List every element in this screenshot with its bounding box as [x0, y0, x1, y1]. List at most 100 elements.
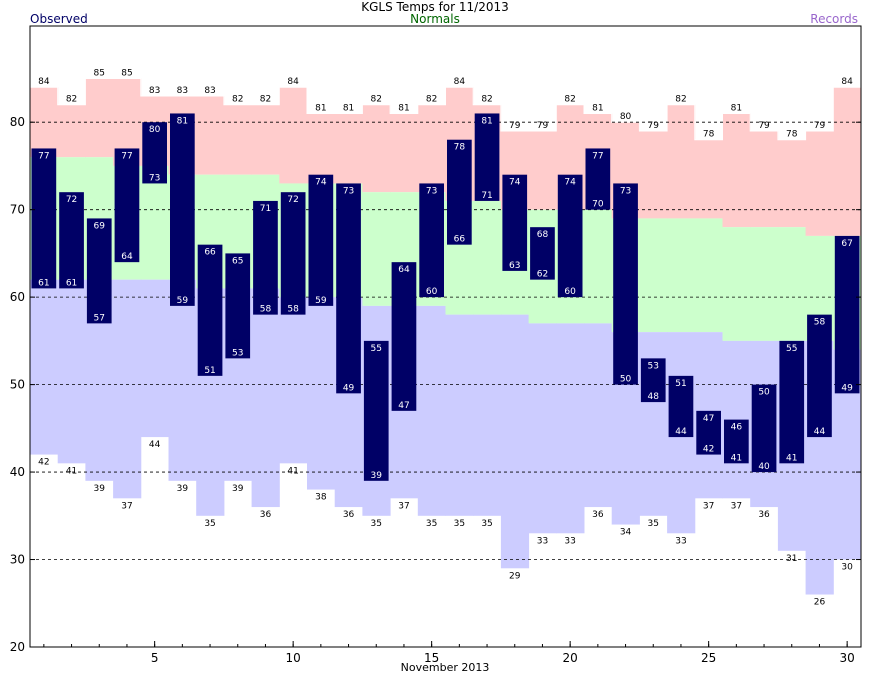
- observed-low-label: 42: [703, 445, 714, 455]
- observed-high-label: 73: [343, 186, 354, 196]
- y-tick-label: 40: [10, 465, 25, 479]
- observed-low-label: 62: [537, 270, 548, 280]
- observed-high-label: 53: [648, 361, 659, 371]
- observed-high-label: 46: [731, 423, 743, 433]
- record-high-label: 84: [38, 77, 50, 87]
- observed-high-label: 65: [232, 256, 243, 266]
- record-high-band: [777, 139, 807, 228]
- normal-band: [777, 227, 807, 341]
- observed-bar: [585, 148, 611, 210]
- observed-low-label: 53: [232, 348, 243, 358]
- observed-high-label: 73: [620, 186, 631, 196]
- x-tick-label: 15: [424, 651, 439, 665]
- observed-bar: [613, 183, 638, 385]
- record-low-label: 26: [814, 598, 826, 608]
- record-low-label: 44: [149, 440, 161, 450]
- y-tick-label: 20: [10, 640, 25, 654]
- record-high-band: [750, 130, 779, 228]
- record-low-label: 37: [703, 501, 714, 511]
- observed-bar: [779, 340, 805, 464]
- record-high-label: 81: [343, 103, 354, 113]
- observed-bar: [807, 314, 832, 438]
- legend-records: Records: [810, 12, 858, 26]
- record-high-label: 80: [620, 112, 632, 122]
- record-high-label: 82: [481, 95, 492, 105]
- record-high-label: 81: [315, 103, 326, 113]
- observed-bar: [419, 183, 444, 298]
- record-low-band: [307, 297, 336, 490]
- normal-band: [694, 218, 723, 333]
- record-low-label: 35: [481, 519, 492, 529]
- record-high-band: [223, 104, 253, 175]
- record-low-label: 33: [564, 536, 575, 546]
- record-low-band: [528, 323, 557, 534]
- record-low-label: 34: [620, 528, 632, 538]
- observed-low-label: 47: [398, 401, 409, 411]
- observed-low-label: 49: [343, 383, 355, 393]
- observed-high-label: 66: [204, 248, 216, 258]
- observed-bar: [142, 122, 167, 184]
- record-low-band: [556, 323, 585, 534]
- record-high-band: [805, 130, 834, 236]
- observed-low-label: 64: [121, 252, 133, 262]
- record-low-band: [473, 314, 502, 516]
- observed-high-label: 77: [38, 151, 49, 161]
- normal-band: [750, 227, 779, 341]
- record-high-label: 85: [94, 68, 105, 78]
- record-high-label: 84: [287, 77, 299, 87]
- record-low-label: 30: [841, 563, 853, 573]
- observed-high-label: 78: [454, 143, 466, 153]
- record-high-band: [417, 104, 446, 193]
- record-low-label: 37: [731, 501, 742, 511]
- observed-high-label: 71: [260, 204, 271, 214]
- record-high-band: [362, 104, 391, 193]
- observed-high-label: 55: [786, 344, 797, 354]
- observed-high-label: 72: [66, 195, 77, 205]
- record-high-label: 79: [648, 121, 660, 131]
- observed-low-label: 44: [814, 427, 826, 437]
- record-low-label: 35: [204, 519, 215, 529]
- record-low-label: 41: [66, 466, 77, 476]
- record-high-label: 79: [758, 121, 770, 131]
- record-high-band: [667, 104, 696, 219]
- record-high-label: 81: [592, 103, 603, 113]
- record-high-label: 82: [426, 95, 437, 105]
- record-high-label: 82: [371, 95, 382, 105]
- record-high-band: [694, 139, 723, 219]
- observed-high-label: 69: [94, 221, 106, 231]
- observed-bar: [530, 227, 555, 280]
- observed-low-label: 58: [260, 305, 272, 315]
- record-low-label: 39: [232, 484, 244, 494]
- record-low-band: [113, 279, 142, 499]
- normal-band: [140, 165, 169, 280]
- observed-low-label: 71: [481, 191, 492, 201]
- record-low-band: [417, 305, 446, 516]
- observed-low-label: 49: [841, 383, 853, 393]
- record-low-label: 37: [398, 501, 409, 511]
- x-tick-label: 20: [563, 651, 578, 665]
- record-high-label: 78: [703, 130, 715, 140]
- observed-bar: [225, 253, 251, 359]
- observed-high-label: 72: [287, 195, 298, 205]
- record-high-label: 83: [149, 86, 160, 96]
- observed-bar: [474, 113, 500, 201]
- observed-high-label: 68: [537, 230, 549, 240]
- record-high-label: 84: [454, 77, 466, 87]
- record-high-label: 82: [232, 95, 243, 105]
- observed-bar: [86, 218, 112, 324]
- x-tick-label: 5: [151, 651, 159, 665]
- record-low-band: [251, 288, 280, 508]
- observed-bar: [447, 139, 472, 245]
- observed-high-label: 80: [149, 125, 161, 135]
- observed-high-label: 55: [371, 344, 382, 354]
- observed-high-label: 81: [481, 116, 492, 126]
- observed-low-label: 66: [454, 235, 466, 245]
- y-tick-label: 80: [10, 115, 25, 129]
- record-low-label: 31: [786, 554, 797, 564]
- observed-low-label: 51: [204, 366, 215, 376]
- observed-bar: [363, 340, 389, 481]
- observed-low-label: 41: [731, 453, 742, 463]
- record-high-label: 78: [786, 130, 798, 140]
- observed-high-label: 51: [675, 379, 686, 389]
